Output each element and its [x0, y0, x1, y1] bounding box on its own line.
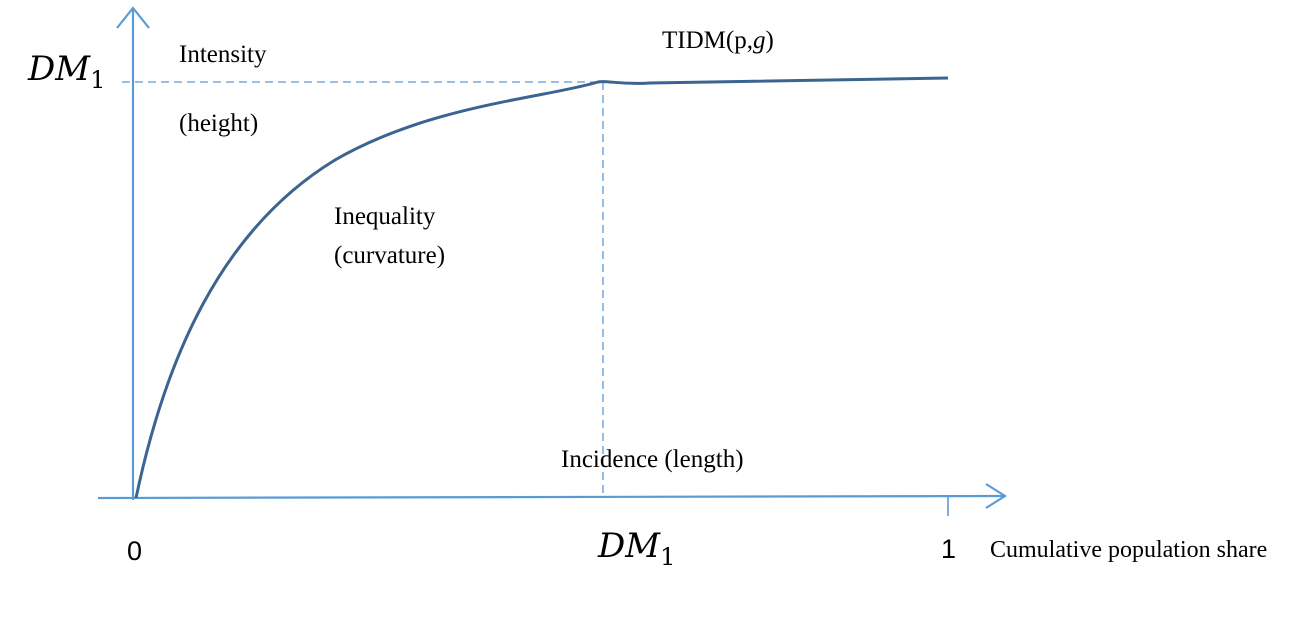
curve-name-prefix: TIDM(p, [662, 27, 753, 54]
inequality-note: (curvature) [334, 242, 445, 269]
x-axis-arrowhead [985, 483, 1008, 509]
tidm-curve [134, 76, 949, 499]
x-axis-title: Cumulative population share [990, 537, 1267, 563]
curve-name-suffix: ) [765, 27, 773, 54]
y-axis-marker-var: DM [27, 49, 91, 89]
incidence-label: Incidence (length) [561, 446, 744, 473]
curve-name-label: TIDM(p,g) [662, 27, 774, 54]
intensity-label: Intensity [179, 41, 267, 68]
inequality-label: Inequality [334, 203, 436, 230]
intensity-note: (height) [179, 110, 258, 137]
curve-name-var: g [753, 27, 766, 54]
x-axis [97, 494, 1005, 500]
x-axis-marker-sub: 1 [660, 543, 675, 571]
y-axis-marker: DM1 [27, 49, 105, 94]
x-end-label: 1 [941, 534, 956, 564]
x-axis-marker: DM1 [597, 526, 675, 571]
origin-label: 0 [127, 536, 142, 566]
y-axis-marker-sub: 1 [90, 66, 105, 94]
x-axis-marker-var: DM [597, 526, 661, 566]
y-axis-arrowhead [116, 6, 150, 29]
